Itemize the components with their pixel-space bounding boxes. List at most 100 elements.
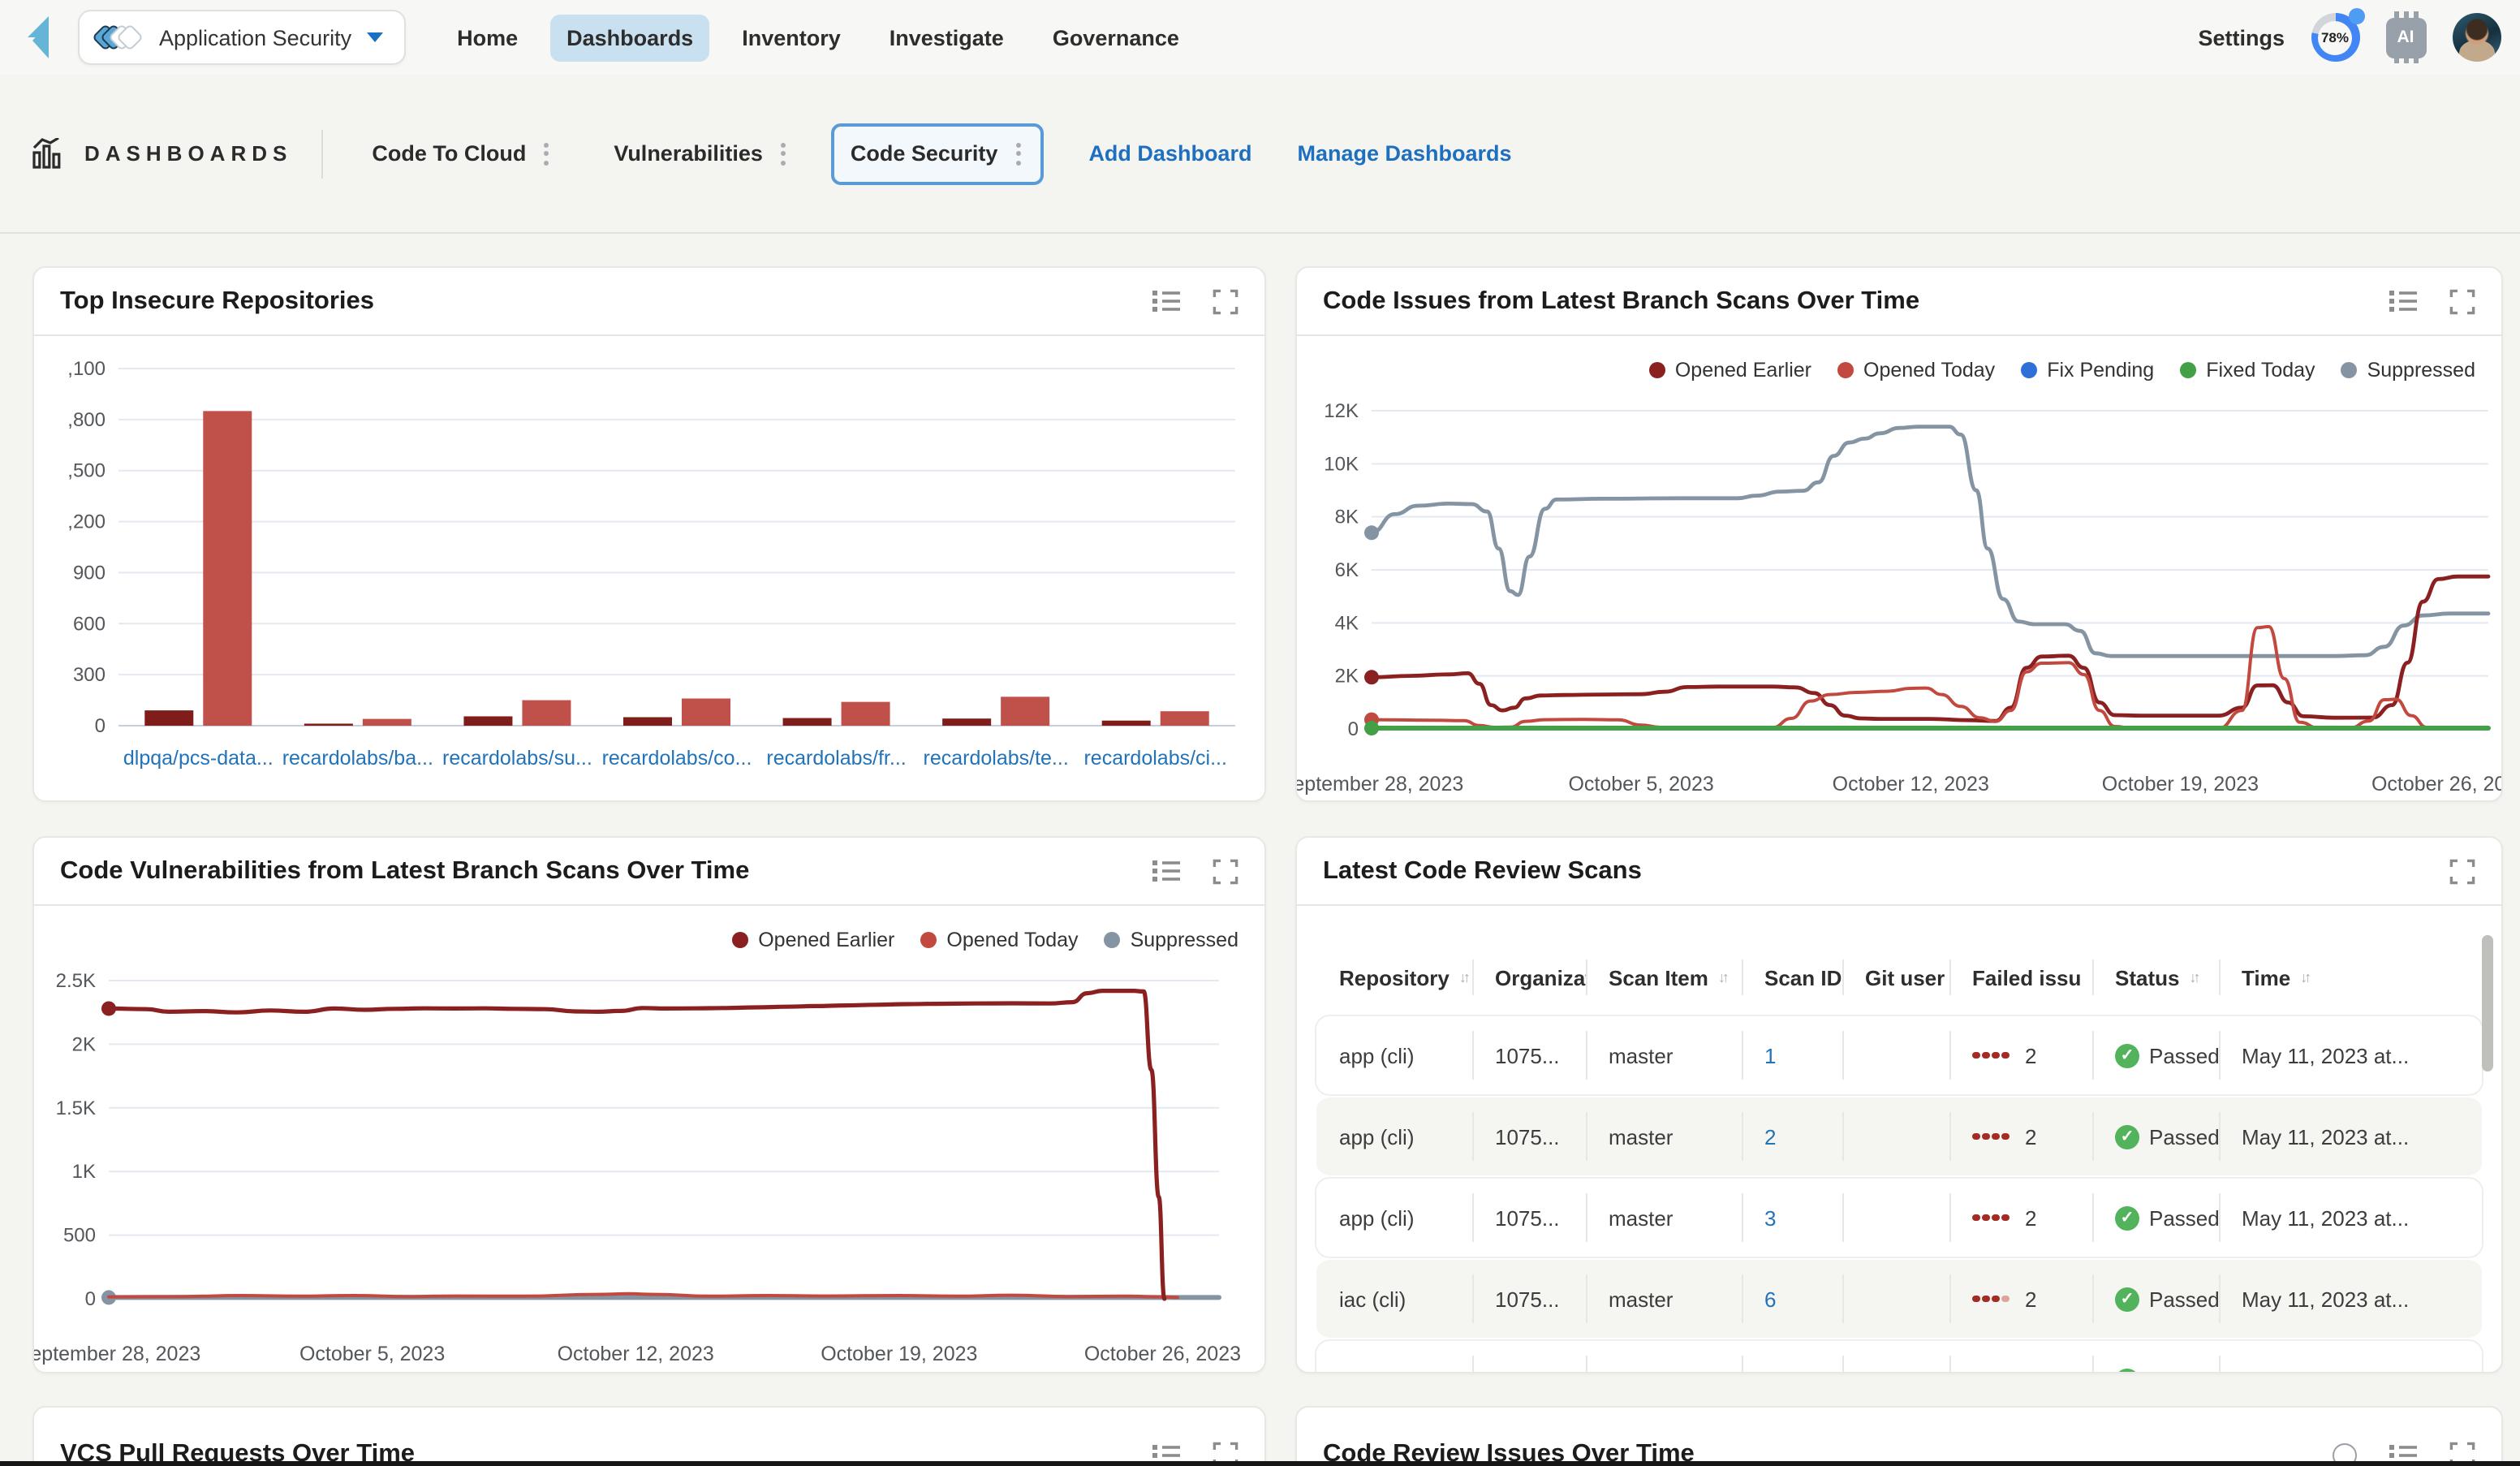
cell-scan-item: master xyxy=(1586,1260,1742,1338)
column-label: Git user xyxy=(1865,965,1945,990)
dashboard-tab-vulnerabilities[interactable]: Vulnerabilities xyxy=(594,123,808,184)
cell-status: ✓ Passed xyxy=(2092,1179,2219,1257)
svg-text:600: 600 xyxy=(73,613,106,635)
column-header-git-user[interactable]: Git user↓↑ xyxy=(1842,945,1949,1010)
add-dashboard-link[interactable]: Add Dashboard xyxy=(1088,141,1252,166)
app-switcher-label: Application Security xyxy=(159,25,352,50)
cell-scan-item: master xyxy=(1586,1097,1742,1175)
scan-id-link[interactable]: 2 xyxy=(1764,1124,1777,1149)
repo-link[interactable]: recardolabs/co... xyxy=(602,747,752,770)
column-divider xyxy=(2219,959,2221,995)
column-header-repository[interactable]: Repository ↓↑ xyxy=(1316,945,1472,1010)
table-scrollbar[interactable] xyxy=(2482,935,2493,1071)
expand-icon[interactable] xyxy=(2449,288,2475,314)
dashboard-tab-code-security[interactable]: Code Security xyxy=(830,123,1044,184)
settings-link[interactable]: Settings xyxy=(2198,25,2285,50)
svg-text:2K: 2K xyxy=(1335,666,1359,688)
manage-dashboards-link[interactable]: Manage Dashboards xyxy=(1297,141,1512,166)
column-divider xyxy=(1949,1031,1951,1080)
column-header-time[interactable]: Time ↓↑ xyxy=(2219,945,2462,1010)
cell-text: 1075... xyxy=(1495,1368,1560,1372)
failed-count: 10 xyxy=(2025,1368,2048,1372)
cell-scan-id: 3 xyxy=(1742,1179,1842,1257)
nav-item-governance[interactable]: Governance xyxy=(1052,25,1179,50)
sort-icon[interactable]: ↓↑ xyxy=(2300,969,2311,985)
column-header-failed-issu[interactable]: Failed issu xyxy=(1949,945,2092,1010)
kebab-menu-icon[interactable] xyxy=(541,139,552,168)
ai-assistant-icon[interactable]: AI xyxy=(2385,11,2426,63)
sort-icon[interactable]: ↓↑ xyxy=(2189,969,2200,985)
progress-ring[interactable]: 78% xyxy=(2311,8,2364,62)
failed-count: 2 xyxy=(2025,1043,2037,1067)
table-row[interactable]: app (cli) 1075... master 3 2 ✓ Passed May 11, 2… xyxy=(1316,1179,2482,1257)
column-header-status[interactable]: Status ↓↑ xyxy=(2092,945,2219,1010)
svg-text:8K: 8K xyxy=(1335,507,1359,528)
column-divider xyxy=(2092,959,2094,995)
nav-item-dashboards[interactable]: Dashboards xyxy=(550,14,710,61)
column-divider xyxy=(1472,1356,1474,1372)
prisma-cloud-logo-icon[interactable] xyxy=(23,13,65,62)
list-view-icon[interactable] xyxy=(2389,289,2417,313)
cell-time: May 11, 2023 at... xyxy=(2219,1179,2462,1257)
legend-item: Opened Earlier xyxy=(1648,359,1811,382)
column-header-scan-id[interactable]: Scan ID↓↑ xyxy=(1742,945,1842,1010)
svg-text:10K: 10K xyxy=(1324,453,1359,475)
tab-label: Code To Cloud xyxy=(372,141,527,166)
list-view-icon[interactable] xyxy=(1152,289,1180,313)
scan-id-link[interactable]: 3 xyxy=(1764,1205,1777,1230)
list-view-icon[interactable] xyxy=(1152,859,1180,883)
repo-link[interactable]: recardolabs/te... xyxy=(924,747,1069,770)
nav-item-home[interactable]: Home xyxy=(457,25,519,50)
column-divider xyxy=(1472,1274,1474,1323)
table-row[interactable]: app (cli) 1075... master 1 2 ✓ Passed May 11, 2… xyxy=(1316,1016,2482,1094)
nav-item-investigate[interactable]: Investigate xyxy=(889,25,1004,50)
repo-link[interactable]: recardolabs/ba... xyxy=(282,747,433,770)
repo-link[interactable]: recardolabs/ci... xyxy=(1083,747,1226,770)
app-switcher[interactable]: Application Security xyxy=(78,10,406,65)
column-divider xyxy=(1842,1274,1844,1323)
legend-item: Suppressed xyxy=(2341,359,2475,382)
repo-link[interactable]: recardolabs/fr... xyxy=(766,747,906,770)
kebab-menu-icon[interactable] xyxy=(778,139,789,168)
column-divider xyxy=(1842,1356,1844,1372)
dashboard-actions: Add Dashboard Manage Dashboards xyxy=(1066,141,1534,166)
column-label: Organizat xyxy=(1495,965,1586,990)
cell-text: May 11, 2023 at... xyxy=(2242,1205,2410,1230)
scan-id-link[interactable]: 1 xyxy=(1764,1043,1777,1067)
legend-item: Opened Today xyxy=(920,929,1079,951)
legend-dot xyxy=(2180,362,2197,378)
nav-item-inventory[interactable]: Inventory xyxy=(742,25,841,50)
cell-scan-id: 2 xyxy=(1742,1097,1842,1175)
column-divider xyxy=(1949,1274,1951,1323)
column-divider xyxy=(1472,1193,1474,1242)
expand-icon[interactable] xyxy=(1213,858,1238,884)
severity-dots xyxy=(1972,1295,2009,1303)
failed-count: 2 xyxy=(2025,1124,2037,1149)
svg-text:4K: 4K xyxy=(1335,612,1359,634)
passed-check-icon: ✓ xyxy=(2115,1287,2139,1311)
column-header-organizat[interactable]: Organizat xyxy=(1472,945,1586,1010)
expand-icon[interactable] xyxy=(2449,858,2475,884)
user-avatar[interactable] xyxy=(2452,13,2501,62)
repo-link[interactable]: recardolabs/su... xyxy=(442,747,592,770)
column-divider xyxy=(2092,1356,2094,1372)
card-header: Code Vulnerabilities from Latest Branch … xyxy=(34,838,1264,906)
expand-icon[interactable] xyxy=(1213,288,1238,314)
svg-text:,200: ,200 xyxy=(67,511,106,533)
cell-scan-item: master xyxy=(1586,1179,1742,1257)
column-header-scan-item[interactable]: Scan Item ↓↑ xyxy=(1586,945,1742,1010)
kebab-menu-icon[interactable] xyxy=(1012,139,1023,168)
sort-icon[interactable]: ↓↑ xyxy=(1717,969,1730,985)
table-row[interactable]: code (cli) 1075... master 1 10 ✓ Passed May 12,… xyxy=(1316,1341,2482,1372)
table-row[interactable]: iac (cli) 1075... master 6 2 ✓ Passed May 11, 2… xyxy=(1316,1260,2482,1338)
sort-icon[interactable]: ↓↑ xyxy=(1458,969,1471,985)
legend-label: Fixed Today xyxy=(2206,359,2315,382)
svg-text:0: 0 xyxy=(1348,718,1359,740)
dashboard-tab-code-to-cloud[interactable]: Code To Cloud xyxy=(352,123,571,184)
repo-link[interactable]: dlpqa/pcs-data... xyxy=(123,747,274,770)
scan-id-link[interactable]: 1 xyxy=(1764,1368,1776,1372)
table-row[interactable]: app (cli) 1075... master 2 2 ✓ Passed May 11, 2… xyxy=(1316,1097,2482,1175)
scan-id-link[interactable]: 6 xyxy=(1764,1287,1777,1311)
svg-text:October 19, 2023: October 19, 2023 xyxy=(821,1343,977,1365)
card-title: Code Vulnerabilities from Latest Branch … xyxy=(60,856,750,884)
